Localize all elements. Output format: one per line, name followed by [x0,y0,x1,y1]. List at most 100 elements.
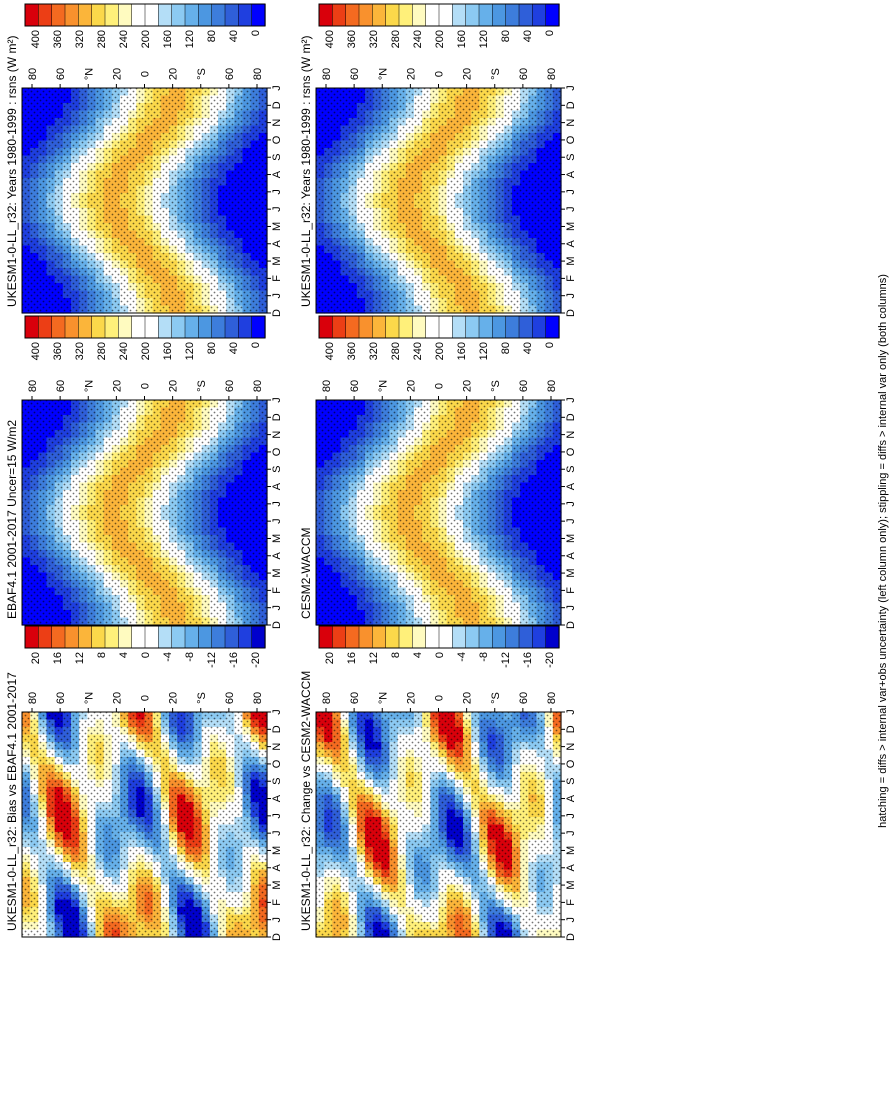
month-tick-label: D [565,621,577,629]
colorbar-swatch [452,315,467,339]
colorbar-swatch [131,625,146,649]
colorbar-tick-label: 320 [74,342,86,360]
month-tick-label: J [565,518,577,524]
colorbar-swatch [532,3,547,27]
colorbar-frame [24,315,266,339]
month-tick-label: J [271,917,283,923]
lat-tick-label: °N [83,692,95,704]
lat-tick-label: 20 [111,692,123,704]
month-tick-label: O [565,447,577,456]
month-tick-label: M [271,222,283,231]
lat-tick-label: 0 [140,71,152,77]
colorbar-swatch [24,3,39,27]
month-tick-label: M [565,534,577,543]
colorbar-tick-label: 360 [52,342,64,360]
lat-tick-label: °S [196,380,208,392]
month-tick-label: F [565,275,577,282]
colorbar-swatch [171,3,186,27]
month-tick-label: D [271,309,283,317]
month-tick-label: F [271,587,283,594]
lat-tick-label: 60 [55,380,67,392]
colorbar-swatch [158,625,173,649]
month-tick-label: J [271,830,283,836]
lat-tick-label: 80 [321,380,333,392]
colorbar-tick-label: 240 [118,342,130,360]
colorbar-tick-label: 400 [324,342,336,360]
colorbar-swatch [91,625,106,649]
colorbar-tick-label: 400 [324,30,336,48]
month-tick-label: S [271,466,283,473]
colorbar-tick-label: 160 [162,30,174,48]
colorbar-tick-label: 8 [96,652,108,658]
colorbar-tick-label: 200 [434,342,446,360]
month-tick-label: M [271,568,283,577]
month-tick-label: N [271,431,283,439]
lat-tick-label: 80 [321,68,333,80]
month-tick-label: N [271,743,283,751]
month-tick-label: J [271,709,283,715]
month-tick-label: J [565,605,577,611]
colorbar-swatch [251,625,266,649]
colorbar-tick-label: 16 [52,652,64,664]
stippling-overlay [316,400,561,625]
colorbar-swatch [545,315,560,339]
lat-tick-label: 80 [546,68,558,80]
colorbar-tick-label: -20 [250,652,262,668]
colorbar-swatch [345,315,360,339]
colorbar-tick-label: 160 [456,342,468,360]
colorbar: 400 360 320 280 240 200 160 120 80 40 0 [318,3,560,48]
lat-tick-label: °N [377,380,389,392]
panel-p6: 80 60 °N 20 0 20 °S 60 80DJFMAMJJASONDJUKESM1-0-… [299,625,577,941]
month-tick-label: O [271,135,283,144]
colorbar: 400 360 320 280 240 200 160 120 80 40 0 [24,315,266,360]
colorbar-tick-label: 0 [544,342,556,348]
colorbar-swatch [38,315,53,339]
colorbar-swatch [118,315,133,339]
stippling-overlay [22,712,267,937]
colorbar-tick-label: -4 [162,652,174,662]
colorbar-frame [318,315,560,339]
colorbar-swatch [211,315,226,339]
colorbar-swatch [78,315,93,339]
lat-tick-label: 20 [111,380,123,392]
panel-p2: 80 60 °N 20 0 20 °S 60 80DJFMAMJJASONDJUKESM1-0-… [299,3,577,317]
panel-title: UKESM1-0-LL_r32: Years 1980-1999 : rsns … [299,36,313,307]
stippling-overlay [22,400,267,625]
colorbar-swatch [345,3,360,27]
month-tick-label: O [565,135,577,144]
panel-p4: 80 60 °N 20 0 20 °S 60 80DJFMAMJJASONDJCESM2-WAC… [299,315,577,629]
colorbar-tick-label: 240 [412,30,424,48]
stippling-overlay [316,88,561,313]
month-tick-label: F [271,275,283,282]
colorbar-tick-label: 40 [228,342,240,354]
colorbar-swatch [24,625,39,649]
colorbar-swatch [224,625,239,649]
month-tick-label: J [271,518,283,524]
colorbar-swatch [425,3,440,27]
month-tick-label: F [565,587,577,594]
month-tick-label: J [271,189,283,195]
colorbar-tick-label: 400 [30,30,42,48]
colorbar-swatch [412,315,427,339]
colorbar-tick-label: 360 [346,342,358,360]
colorbar-swatch [38,625,53,649]
colorbar-swatch [184,625,199,649]
colorbar-swatch [38,3,53,27]
colorbar-tick-label: 4 [118,652,130,658]
colorbar-swatch [64,625,79,649]
colorbar-swatch [211,3,226,27]
colorbar-swatch [51,625,66,649]
colorbar-tick-label: 280 [96,342,108,360]
colorbar-swatch [198,3,213,27]
month-tick-label: J [271,206,283,212]
colorbar-swatch [104,625,119,649]
lat-tick-label: 60 [55,68,67,80]
colorbar-tick-label: -12 [206,652,218,668]
colorbar-swatch [211,625,226,649]
lat-tick-label: 60 [55,692,67,704]
colorbar-swatch [158,3,173,27]
lat-tick-label: °N [83,380,95,392]
colorbar-tick-label: 0 [140,652,152,658]
colorbar-swatch [372,315,387,339]
month-tick-label: J [565,189,577,195]
